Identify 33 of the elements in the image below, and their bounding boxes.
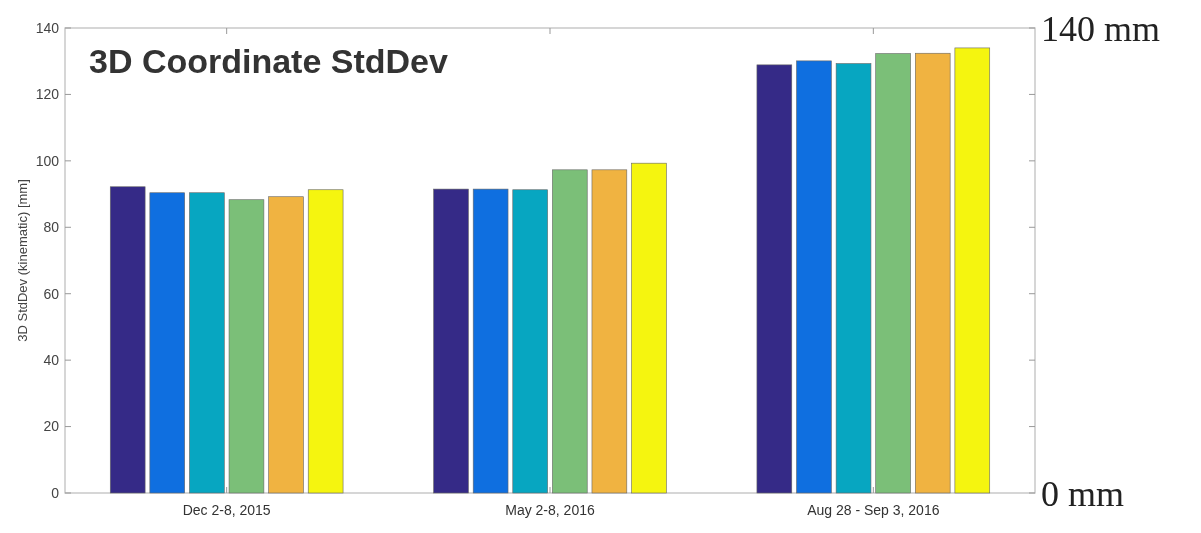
y-tick-label: 100: [35, 152, 60, 169]
bar: [512, 189, 548, 494]
bar: [268, 196, 304, 494]
bar: [796, 60, 832, 494]
bar: [189, 192, 225, 494]
bar: [631, 162, 667, 494]
y-tick-label: 0: [51, 484, 60, 501]
x-tick-label: Aug 28 - Sep 3, 2016: [807, 502, 940, 518]
y-tick-label: 140: [35, 19, 60, 36]
bar: [591, 169, 628, 494]
bar: [954, 47, 991, 494]
y2-tick-label: 140 mm: [1041, 8, 1161, 49]
bar: [307, 189, 344, 494]
chart-title: 3D Coordinate StdDev: [89, 42, 449, 80]
bar: [875, 53, 911, 494]
y-tick-label: 20: [43, 418, 60, 435]
y-tick-label: 120: [35, 86, 60, 103]
bar: [228, 199, 265, 494]
bar: [552, 169, 588, 494]
bar: [756, 64, 793, 494]
y-axis-title: 3D StdDev (kinematic) [mm]: [15, 179, 30, 342]
y2-tick-label: 0 mm: [1041, 473, 1125, 514]
y-tick-label: 80: [43, 219, 60, 236]
bar: [835, 63, 872, 494]
y-tick-label: 40: [43, 352, 60, 369]
bar: [915, 52, 951, 494]
x-tick-label: Dec 2-8, 2015: [182, 502, 271, 518]
x-tick-label: May 2-8, 2016: [505, 502, 595, 518]
bar: [149, 192, 185, 494]
bar: [472, 188, 509, 494]
bar: [109, 186, 146, 494]
y-tick-label: 60: [43, 285, 60, 302]
bar: [433, 188, 469, 494]
